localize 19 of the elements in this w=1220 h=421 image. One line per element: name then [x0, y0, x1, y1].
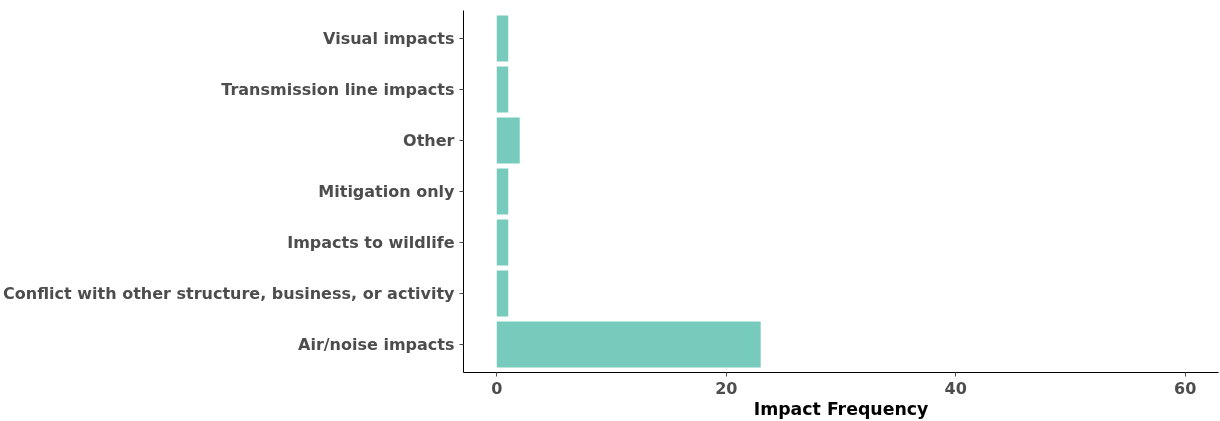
y-tick-label: Transmission line impacts	[221, 80, 455, 100]
x-tick-label: 20	[715, 378, 738, 398]
bar	[496, 15, 509, 62]
x-axis-title: Impact Frequency	[753, 398, 929, 419]
y-tick-label: Other	[403, 131, 455, 151]
bar	[496, 219, 509, 266]
x-tick-label: 40	[944, 378, 967, 398]
bar	[496, 168, 509, 215]
bar	[496, 117, 520, 164]
bar	[496, 270, 509, 317]
bar	[496, 66, 509, 113]
bar	[496, 321, 761, 368]
y-tick-label: Impacts to wildlife	[287, 232, 455, 252]
y-tick-label: Mitigation only	[318, 182, 456, 201]
y-tick-label: Visual impacts	[323, 29, 455, 49]
x-tick-label: 60	[1174, 378, 1197, 398]
y-tick-label: Air/noise impacts	[298, 334, 455, 354]
y-tick-label: Conflict with other structure, business, or activity	[3, 283, 456, 303]
x-tick-label: 0	[491, 378, 503, 398]
